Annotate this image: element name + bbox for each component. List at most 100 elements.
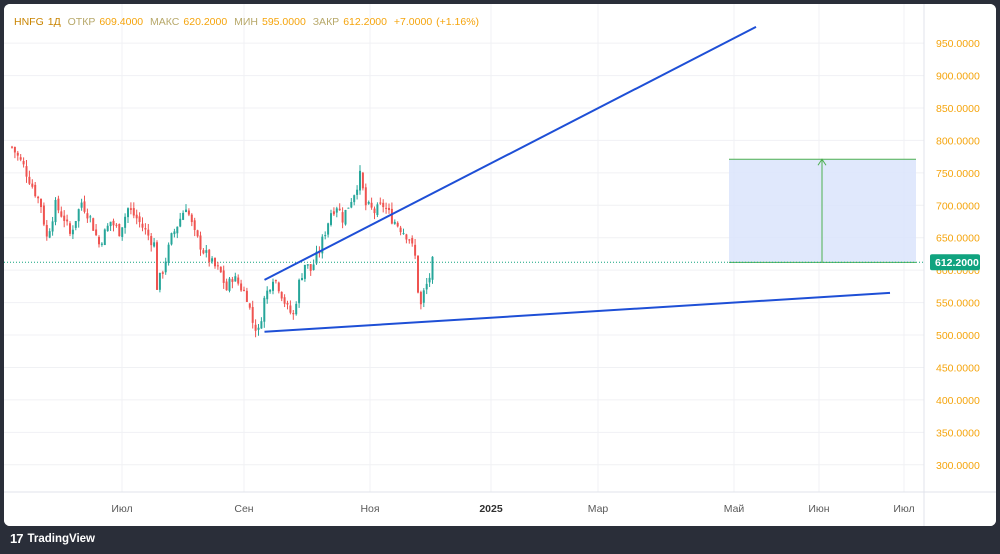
candle-body [156, 242, 158, 290]
candle-body [54, 199, 57, 223]
candle-body [208, 249, 211, 262]
x-tick-label: Сен [234, 503, 253, 515]
candle-body [234, 276, 237, 282]
candle-body [254, 324, 257, 331]
y-tick-label: 750.0000 [936, 168, 980, 180]
y-tick-label: 800.0000 [936, 135, 980, 147]
candle-body [219, 266, 222, 273]
candle-body [251, 307, 254, 323]
y-tick-label: 350.0000 [936, 427, 980, 439]
candle-body [359, 170, 361, 191]
candle-body [92, 218, 95, 231]
open-label: ОТКР [67, 16, 96, 28]
candle-body [144, 228, 147, 230]
candle-body [129, 208, 132, 210]
candle-body [118, 223, 121, 237]
candle-body [202, 250, 205, 254]
candle-body [312, 264, 315, 271]
candle-body [77, 209, 80, 222]
candle-body [80, 202, 83, 208]
candle-body [48, 231, 51, 238]
candlestick-chart[interactable]: 300.0000 350.0000 400.0000 450.0000 500.0000… [4, 4, 996, 526]
candle-body [187, 210, 190, 215]
candle-body [309, 264, 312, 271]
candle-body [106, 225, 109, 232]
close-label: ЗАКР [312, 16, 340, 28]
candle-body [57, 198, 60, 211]
candle-body [138, 216, 141, 223]
candle-body [34, 184, 37, 197]
change-percent: (+1.16%) [436, 16, 480, 28]
candle-body [306, 264, 309, 266]
tradingview-logo[interactable]: 17 TradingView [10, 531, 95, 546]
candle-body [170, 233, 173, 245]
candle-body [69, 223, 71, 234]
candle-body [237, 277, 240, 284]
candle-body [11, 146, 13, 148]
candle-body [74, 220, 77, 228]
candle-body [286, 303, 289, 305]
footer-bar: 17 TradingView [0, 526, 1000, 554]
candle-body [109, 221, 112, 227]
candle-body [324, 235, 327, 237]
close-value: 612.2000 [343, 16, 387, 28]
candle-body [103, 229, 106, 246]
x-tick-label: Мар [588, 503, 609, 515]
y-tick-label: 500.0000 [936, 330, 980, 342]
candle-body [13, 147, 16, 153]
candle-body [42, 205, 45, 225]
tv-logo-icon: 17 [10, 531, 24, 546]
candle-body [257, 327, 260, 330]
brand-name: TradingView [27, 532, 95, 545]
candle-body [37, 196, 40, 199]
high-value: 620.2000 [183, 16, 228, 28]
candle-body [367, 201, 370, 204]
candle-body [292, 313, 295, 315]
candle-body [95, 229, 98, 236]
y-tick-label: 950.0000 [936, 38, 980, 50]
candle-body [341, 212, 344, 223]
candle-body [370, 202, 373, 208]
candle-body [399, 227, 402, 233]
candle-body [121, 227, 124, 237]
open-value: 609.4000 [99, 16, 144, 28]
candle-body [19, 157, 22, 160]
candle-body [417, 255, 419, 293]
y-tick-label: 700.0000 [936, 200, 980, 212]
candle-body [422, 290, 425, 303]
candle-body [272, 281, 274, 291]
candle-body [100, 243, 103, 245]
candle-body [158, 272, 161, 290]
candle-body [269, 289, 272, 292]
candle-body [179, 218, 182, 227]
candle-body [303, 264, 306, 279]
chart-frame: 300.0000 350.0000 400.0000 450.0000 500.0000… [4, 4, 996, 526]
candle-body [405, 234, 408, 240]
candle-body [266, 290, 269, 300]
candle-body [25, 166, 28, 177]
candle-body [425, 283, 428, 290]
candle-body [214, 258, 216, 267]
candle-body [396, 222, 399, 227]
candle-body [338, 208, 341, 211]
candle-body [321, 236, 324, 254]
candle-body [22, 161, 25, 165]
candle-body [248, 303, 251, 308]
candle-body [60, 211, 63, 217]
candle-body [132, 208, 135, 216]
candle-body [428, 277, 431, 283]
candle-body [260, 321, 263, 329]
candle-body [356, 189, 359, 195]
candle-body [196, 230, 199, 237]
candle-body [393, 221, 396, 224]
candle-body [211, 258, 214, 262]
candle-body [225, 281, 228, 291]
candle-body [353, 195, 356, 203]
candle-body [280, 291, 283, 299]
x-tick-label: Май [724, 503, 745, 515]
upper-trendline [264, 26, 757, 281]
candle-body [330, 213, 332, 225]
candle-body [176, 226, 179, 234]
change-value: +7.0000 [393, 16, 433, 28]
candle-body [295, 303, 298, 315]
